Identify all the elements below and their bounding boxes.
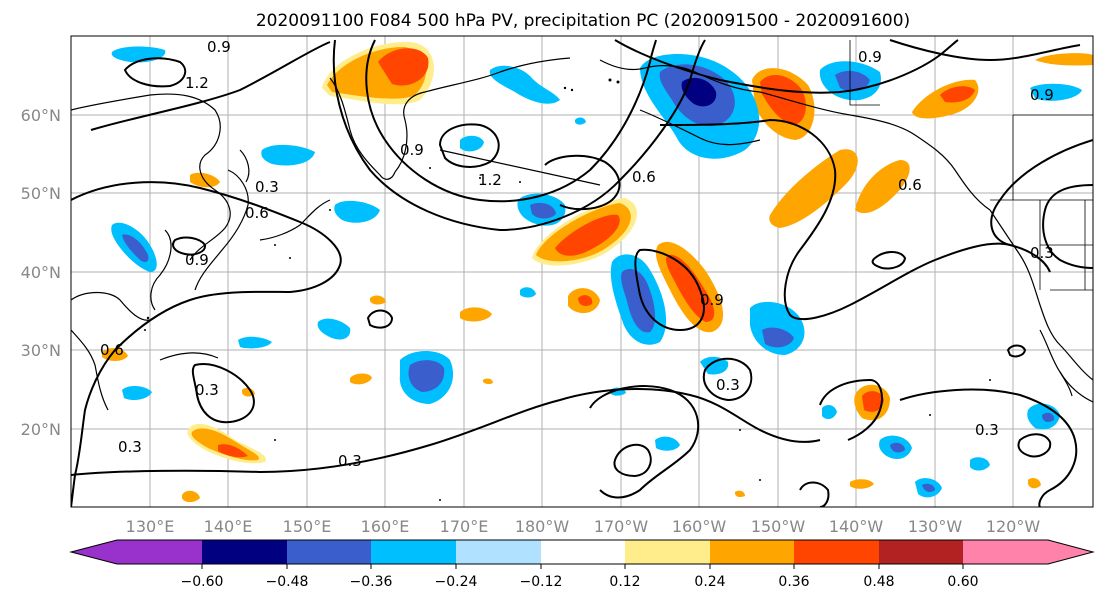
colorbar-tick-label: −0.12 <box>520 574 563 590</box>
contour-label: 0.6 <box>245 204 269 222</box>
colorbar-segment <box>456 540 541 564</box>
map-frame <box>70 35 1094 508</box>
political-borders <box>849 40 1093 291</box>
colorbar-segment <box>541 540 625 564</box>
lon-tick-label: 160°W <box>672 517 727 536</box>
map-title: 2020091100 F084 500 hPa PV, precipitatio… <box>256 11 910 31</box>
longitude-ticks: 130°E 140°E 150°E 160°E 170°E 180°W 170°… <box>126 517 1041 536</box>
contour-label: 0.6 <box>632 168 656 186</box>
lon-tick-label: 130°E <box>126 517 175 536</box>
contour-label: 0.9 <box>185 251 209 269</box>
colorbar-outline <box>69 539 1095 565</box>
contour-label: 0.3 <box>975 421 999 439</box>
colorbar: −0.60 −0.48 −0.36 −0.24 −0.12 0.12 0.24 … <box>69 539 1095 590</box>
colorbar-tick-label: −0.60 <box>181 574 224 590</box>
colorbar-tick-label: 0.60 <box>947 574 978 590</box>
contour-label: 1.2 <box>478 171 502 189</box>
map-body: 0.9 1.2 1.2 0.9 0.3 0.6 0.9 0.9 0.6 0.6 … <box>71 36 1093 507</box>
latitude-ticks: 60°N 50°N 40°N 30°N 20°N <box>21 106 61 439</box>
lon-tick-label: 140°E <box>204 517 253 536</box>
colorbar-tick-marks <box>201 564 964 569</box>
colorbar-segment <box>794 540 879 564</box>
colorbar-tick-label: −0.24 <box>435 574 478 590</box>
lon-tick-label: 140°W <box>829 517 884 536</box>
lat-tick-label: 20°N <box>21 420 61 439</box>
contour-label: 0.6 <box>898 176 922 194</box>
lon-tick-label: 120°W <box>986 517 1041 536</box>
colorbar-tick-label: 0.12 <box>609 574 640 590</box>
contour-label: 0.9 <box>700 291 724 309</box>
contour-label: 0.9 <box>858 48 882 66</box>
contour-label: 0.9 <box>400 141 424 159</box>
lat-tick-label: 60°N <box>21 106 61 125</box>
lon-tick-label: 130°W <box>908 517 963 536</box>
lat-tick-label: 40°N <box>21 263 61 282</box>
colorbar-tick-label: 0.48 <box>863 574 894 590</box>
lon-tick-label: 170°W <box>594 517 649 536</box>
lon-tick-label: 170°E <box>440 517 489 536</box>
colorbar-segment <box>287 540 371 564</box>
contour-label: 0.3 <box>195 381 219 399</box>
colorbar-tick-label: −0.48 <box>266 574 309 590</box>
precip-positive-anomalies <box>102 41 1093 503</box>
lat-tick-label: 50°N <box>21 184 61 203</box>
contour-label: 0.3 <box>118 438 142 456</box>
colorbar-segment <box>879 540 963 564</box>
colorbar-extend-min <box>71 540 117 564</box>
colorbar-segment <box>625 540 710 564</box>
colorbar-segment <box>963 540 1048 564</box>
contour-label: 0.3 <box>338 452 362 470</box>
graticule <box>71 36 1093 507</box>
contour-label: 0.3 <box>716 376 740 394</box>
precip-negative-anomalies <box>111 46 1082 498</box>
pv-contours <box>71 39 1093 507</box>
colorbar-tick-label: −0.36 <box>350 574 393 590</box>
colorbar-segment <box>371 540 456 564</box>
lon-tick-label: 150°E <box>283 517 332 536</box>
contour-labels: 0.9 1.2 1.2 0.9 0.3 0.6 0.9 0.9 0.6 0.6 … <box>100 38 1054 470</box>
colorbar-tick-label: 0.36 <box>778 574 809 590</box>
lon-tick-label: 150°W <box>751 517 806 536</box>
islands <box>144 78 991 501</box>
contour-label: 0.3 <box>255 178 279 196</box>
colorbar-tick-label: 0.24 <box>694 574 725 590</box>
contour-label: 0.3 <box>1030 244 1054 262</box>
lat-tick-label: 30°N <box>21 341 61 360</box>
colorbar-segment <box>710 540 794 564</box>
lon-tick-label: 160°E <box>361 517 410 536</box>
lon-tick-label: 180°W <box>515 517 570 536</box>
colorbar-segment <box>117 540 202 564</box>
contour-label: 1.2 <box>185 74 209 92</box>
colorbar-extend-max <box>1048 540 1093 564</box>
colorbar-segment <box>202 540 287 564</box>
contour-label: 0.9 <box>207 38 231 56</box>
contour-label: 0.9 <box>1030 86 1054 104</box>
contour-label: 0.6 <box>100 341 124 359</box>
